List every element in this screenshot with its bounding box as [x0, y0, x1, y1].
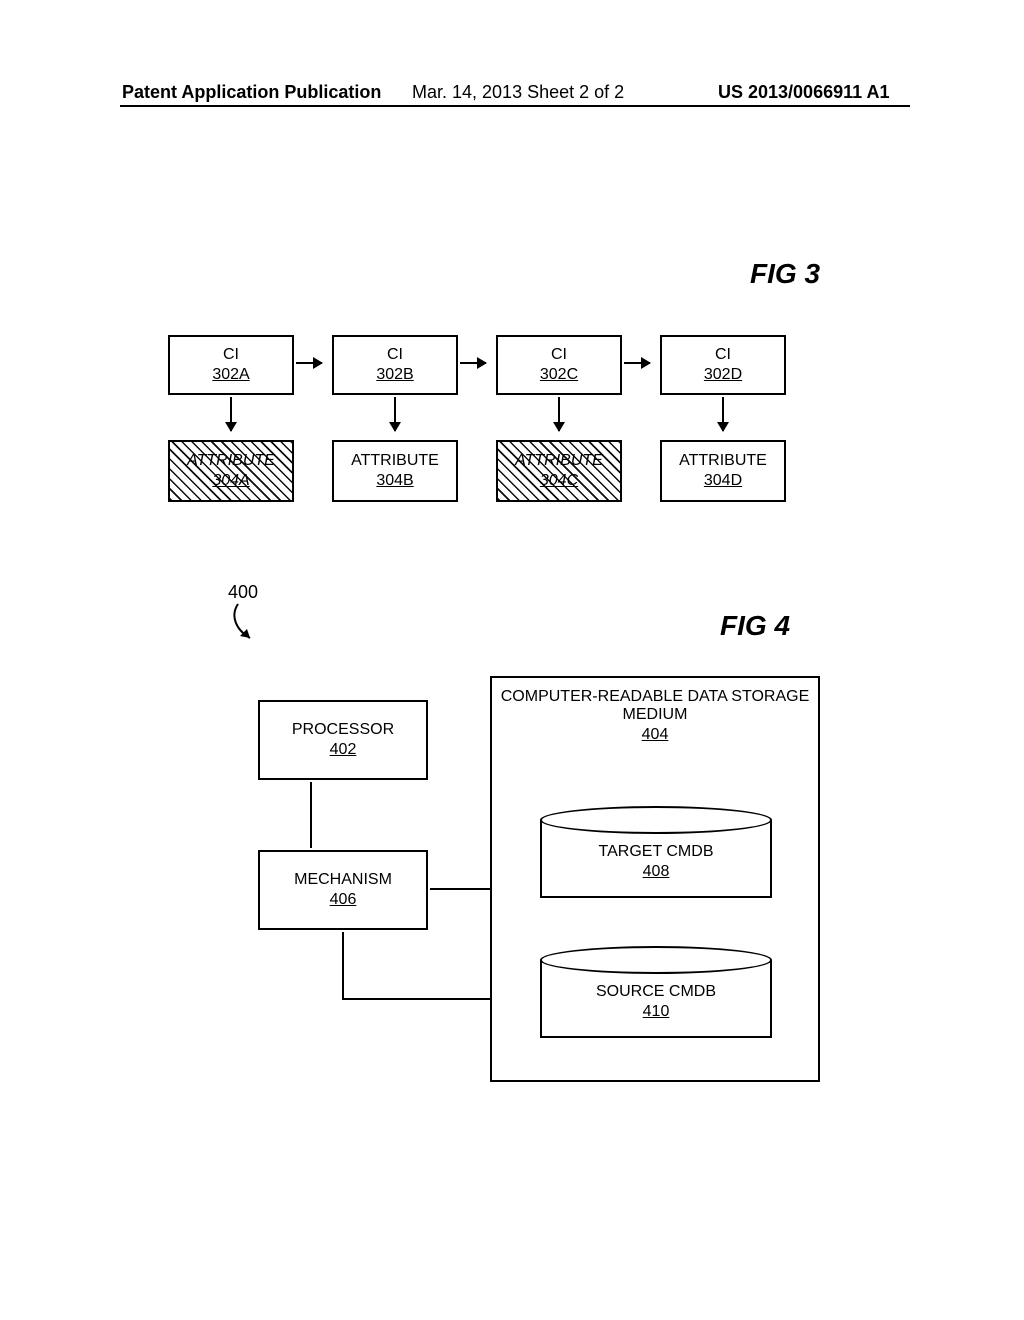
arrow-ci-d-down — [722, 397, 724, 431]
arrow-ci-a-to-b — [296, 362, 322, 364]
line-mechanism-storage — [430, 888, 490, 890]
line-processor-mechanism — [310, 782, 312, 848]
ci-label: CI — [551, 345, 567, 365]
arrow-ci-c-down — [558, 397, 560, 431]
ci-ref: 302C — [540, 365, 578, 385]
target-ref: 408 — [643, 862, 670, 882]
page: Patent Application Publication Mar. 14, … — [0, 0, 1024, 1320]
fig4-mechanism: MECHANISM 406 — [258, 850, 428, 930]
fig4-sysref-label: 400 — [228, 582, 258, 603]
ci-label: CI — [715, 345, 731, 365]
fig3-ci-302b: CI 302B — [332, 335, 458, 395]
arrow-ci-c-to-d — [624, 362, 650, 364]
storage-title-block: COMPUTER-READABLE DATA STORAGE MEDIUM 40… — [492, 688, 818, 744]
attr-ref: 304A — [212, 471, 249, 491]
cylinder-lid-icon — [540, 806, 772, 834]
fig3-attr-304a: ATTRIBUTE 304A — [168, 440, 294, 502]
source-ref: 410 — [643, 1002, 670, 1022]
storage-ref: 404 — [492, 726, 818, 744]
attr-label: ATTRIBUTE — [515, 451, 603, 471]
fig3-ci-302d: CI 302D — [660, 335, 786, 395]
fig3-ci-302a: CI 302A — [168, 335, 294, 395]
processor-label: PROCESSOR — [292, 720, 394, 740]
ci-ref: 302B — [376, 365, 413, 385]
header-mid: Mar. 14, 2013 Sheet 2 of 2 — [412, 82, 624, 103]
ci-label: CI — [223, 345, 239, 365]
processor-ref: 402 — [330, 740, 357, 760]
target-label: TARGET CMDB — [599, 842, 714, 862]
arrow-ci-b-down — [394, 397, 396, 431]
line-mechanism-down — [342, 932, 344, 998]
attr-ref: 304D — [704, 471, 742, 491]
fig4-callout-arrow-icon — [228, 602, 268, 657]
mechanism-label: MECHANISM — [294, 870, 392, 890]
fig4-title: FIG 4 — [720, 610, 790, 642]
attr-ref: 304C — [540, 471, 578, 491]
storage-label: COMPUTER-READABLE DATA STORAGE MEDIUM — [492, 688, 818, 724]
ci-ref: 302A — [212, 365, 249, 385]
attr-label: ATTRIBUTE — [187, 451, 275, 471]
fig4-source-cmdb: SOURCE CMDB 410 — [540, 960, 772, 1038]
ci-ref: 302D — [704, 365, 742, 385]
header-left: Patent Application Publication — [122, 82, 381, 103]
header-right: US 2013/0066911 A1 — [718, 82, 889, 103]
mechanism-ref: 406 — [330, 890, 357, 910]
fig4-target-cmdb: TARGET CMDB 408 — [540, 820, 772, 898]
fig3-title: FIG 3 — [750, 258, 820, 290]
attr-label: ATTRIBUTE — [679, 451, 767, 471]
ci-label: CI — [387, 345, 403, 365]
fig3-attr-304b: ATTRIBUTE 304B — [332, 440, 458, 502]
attr-label: ATTRIBUTE — [351, 451, 439, 471]
arrow-ci-b-to-c — [460, 362, 486, 364]
fig3-ci-302c: CI 302C — [496, 335, 622, 395]
cylinder-lid-icon — [540, 946, 772, 974]
fig3-attr-304c: ATTRIBUTE 304C — [496, 440, 622, 502]
arrow-ci-a-down — [230, 397, 232, 431]
fig4-processor: PROCESSOR 402 — [258, 700, 428, 780]
fig3-attr-304d: ATTRIBUTE 304D — [660, 440, 786, 502]
attr-ref: 304B — [376, 471, 413, 491]
source-label: SOURCE CMDB — [596, 982, 716, 1002]
header-rule — [120, 105, 910, 107]
